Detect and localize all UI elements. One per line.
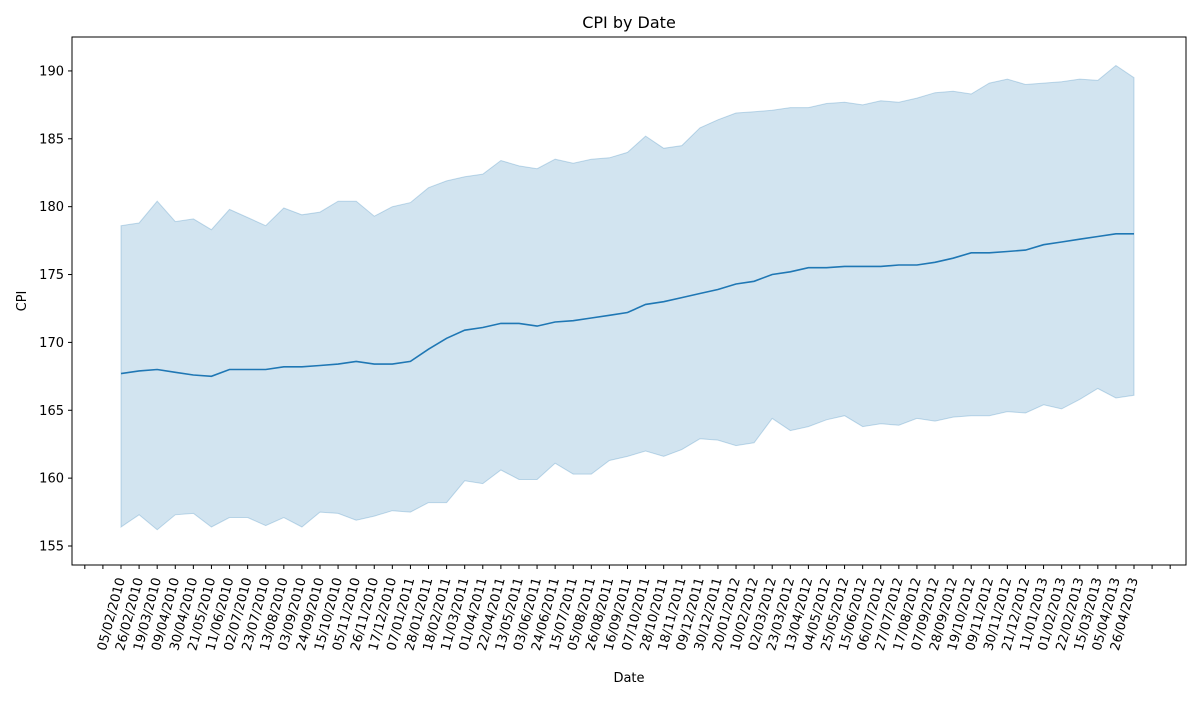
- y-tick-label: 175: [39, 268, 64, 283]
- x-axis-label: Date: [613, 671, 644, 686]
- x-axis: 05/02/201026/02/201019/03/201009/04/2010…: [84, 565, 1171, 652]
- y-tick-label: 155: [39, 539, 64, 554]
- y-axis-label: CPI: [15, 291, 30, 312]
- cpi-confidence-band: [120, 64, 1135, 531]
- y-tick-label: 185: [39, 132, 64, 147]
- y-tick-label: 170: [39, 336, 64, 351]
- mean-line-layer: [120, 233, 1134, 378]
- chart-title: CPI by Date: [582, 13, 676, 32]
- y-tick-label: 180: [39, 200, 64, 215]
- confidence-band-layer: [120, 64, 1135, 531]
- cpi-mean-line: [120, 233, 1134, 378]
- y-tick-label: 165: [39, 404, 64, 419]
- plot-frame: [71, 36, 1187, 566]
- y-tick-label: 160: [39, 472, 64, 487]
- y-axis: 155 160 165 170 175 180 185 190: [39, 64, 72, 554]
- y-tick-label: 190: [39, 64, 64, 79]
